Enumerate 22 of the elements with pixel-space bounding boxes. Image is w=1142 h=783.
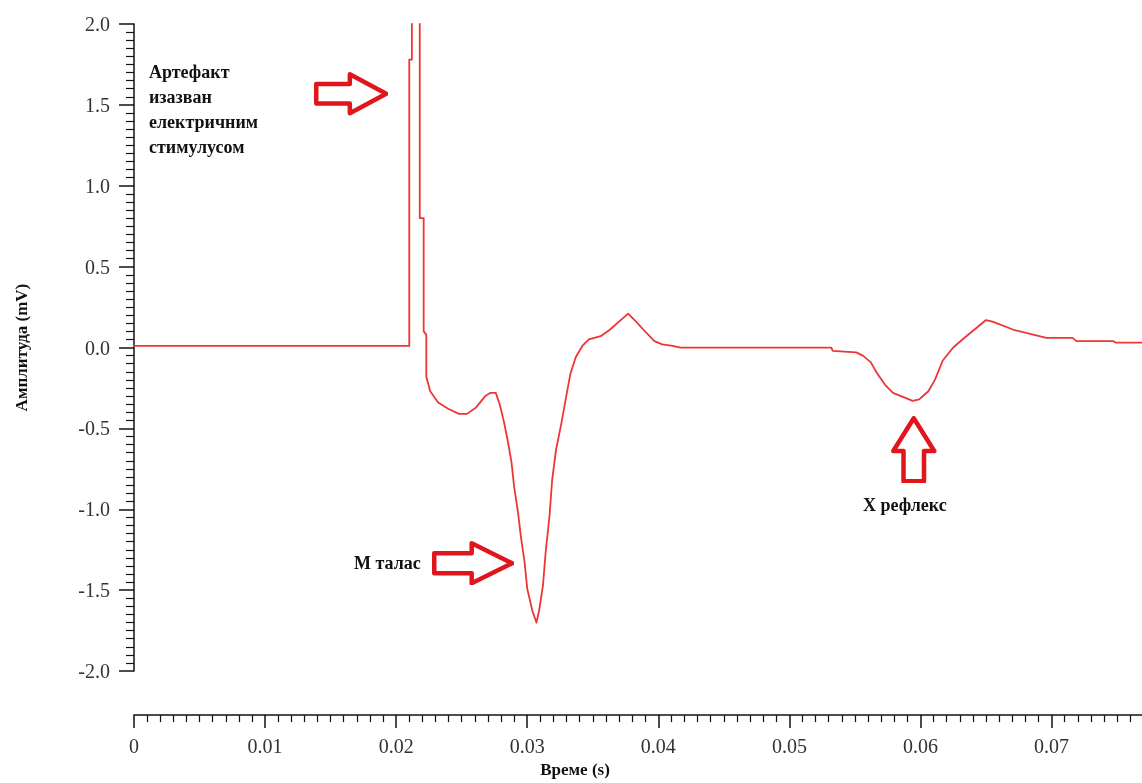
x-tick-label: 0.03 [509, 735, 545, 758]
annotation: Х рефлекс [863, 494, 947, 517]
x-tick-label: 0.02 [378, 735, 414, 758]
y-tick-label: 0.5 [85, 255, 110, 278]
y-tick-label: 0.0 [85, 336, 110, 359]
y-tick-label: -2.0 [78, 660, 110, 683]
x-tick-label: 0 [129, 735, 139, 758]
y-tick-label: -0.5 [78, 417, 110, 440]
y-tick-label: 1.0 [85, 174, 110, 197]
y-tick-label: -1.5 [78, 579, 110, 602]
x-axis-title: Време (s) [540, 760, 610, 779]
annotation: Артефакт изазван електричним стимулусом [149, 61, 259, 159]
y-tick-label: 2.0 [85, 13, 110, 35]
x-tick-label: 0.06 [902, 735, 938, 758]
x-tick-label: 0.04 [640, 735, 676, 758]
x-tick-label: 0.07 [1034, 735, 1070, 758]
annotation: М талас [354, 551, 421, 575]
x-tick-label: 0.01 [247, 735, 283, 758]
x-tick-label: 0.05 [771, 735, 807, 758]
y-tick-label: -1.0 [78, 498, 110, 521]
y-tick-label: 1.5 [85, 93, 110, 116]
y-axis-title: Амплитуда (mV) [12, 283, 31, 412]
